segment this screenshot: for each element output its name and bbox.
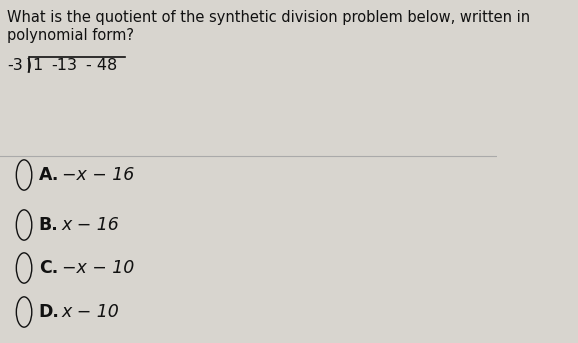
Text: -13: -13 [51,58,77,73]
Text: ): ) [26,58,32,73]
Text: B.: B. [39,216,58,234]
Text: x − 10: x − 10 [62,303,120,321]
Text: polynomial form?: polynomial form? [7,28,134,43]
Text: -3: -3 [7,58,23,73]
Text: A.: A. [39,166,59,184]
Text: 1: 1 [32,58,43,73]
Text: D.: D. [39,303,60,321]
Text: −x − 10: −x − 10 [62,259,134,277]
Text: −x − 16: −x − 16 [62,166,134,184]
Text: x − 16: x − 16 [62,216,120,234]
Text: What is the quotient of the synthetic division problem below, written in: What is the quotient of the synthetic di… [7,10,530,25]
Text: C.: C. [39,259,58,277]
Text: - 48: - 48 [86,58,117,73]
